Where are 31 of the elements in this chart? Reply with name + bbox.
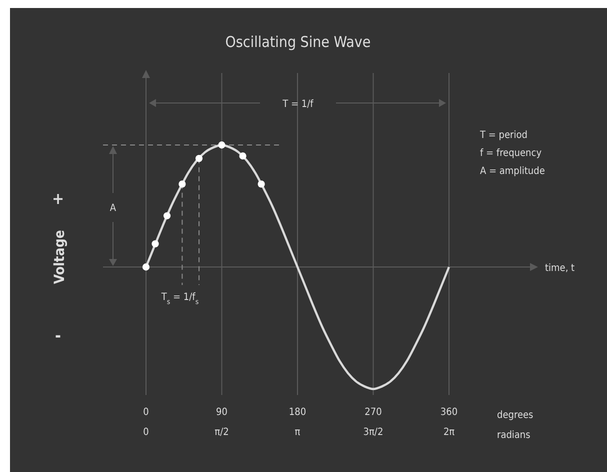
x-tick-label: 0 [143,407,150,418]
point [239,152,246,160]
text: f = frequency [480,148,542,159]
x-tick-label: 270 [364,407,382,418]
x2-tick-label: π/2 [214,427,229,438]
text: time, t [545,263,576,274]
x2-tick-label: 0 [143,427,150,438]
x2-tick-label: π [294,427,301,438]
x-tick-label: 180 [288,407,306,418]
x2-tick-label: 2π [443,427,456,438]
point [178,180,186,188]
point [142,263,150,271]
text: A = amplitude [480,166,546,177]
text: A [110,203,117,214]
chart-title: Oscillating Sine Wave [225,33,371,51]
text: + [52,189,64,208]
text: T = period [479,130,528,141]
point [152,240,159,248]
text: - [55,326,62,345]
text: T = 1/f [282,99,314,110]
text: radians [497,430,531,441]
point [195,154,203,162]
text: degrees [497,410,534,421]
annotation: T$_{s}$ = 1/f$_{s}$ [160,292,199,306]
text: Voltage [52,230,68,284]
x-tick-label: 360 [440,407,458,418]
point [258,180,265,188]
x-tick-label: 90 [216,407,228,418]
x2-tick-label: 3π/2 [363,427,384,438]
point [163,212,171,220]
point [218,141,226,149]
